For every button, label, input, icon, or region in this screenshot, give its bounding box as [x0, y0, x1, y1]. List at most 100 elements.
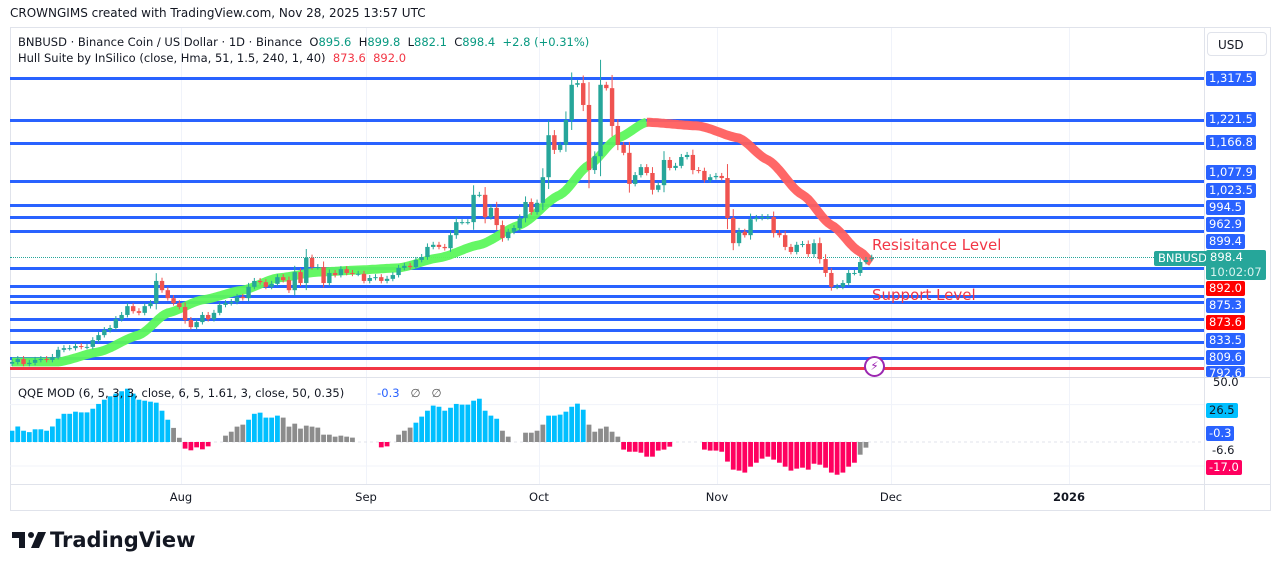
qqe-bar — [615, 436, 621, 442]
candle-body — [315, 267, 321, 269]
candle-body — [615, 125, 621, 145]
qqe-chart[interactable] — [10, 378, 1204, 484]
qqe-bar — [575, 403, 580, 442]
price-label: 994.5 — [1206, 200, 1245, 215]
price-label: 892.0 — [1206, 281, 1245, 296]
candle-body — [269, 283, 274, 287]
candle — [627, 141, 632, 193]
symbol-legend[interactable]: BNBUSD · Binance Coin / US Dollar · 1D ·… — [18, 35, 589, 49]
level-line[interactable] — [10, 204, 1204, 207]
candle-body — [592, 156, 597, 171]
candle-body — [38, 359, 44, 361]
resistance-label[interactable]: Resisitance Level — [872, 236, 1002, 254]
level-line[interactable] — [10, 285, 1204, 288]
qqe-bar — [788, 442, 794, 471]
qqe-bar — [321, 434, 326, 442]
time-tick-sep: Sep — [355, 490, 377, 504]
qqe-bar — [119, 391, 125, 442]
candle — [656, 182, 661, 193]
candle — [459, 219, 465, 225]
candle — [806, 240, 811, 257]
qqe-bar — [817, 442, 823, 465]
qqe-bar — [26, 432, 32, 442]
level-line[interactable] — [10, 357, 1204, 360]
level-line[interactable] — [10, 180, 1204, 183]
candle-body — [154, 280, 159, 304]
candle — [90, 337, 95, 350]
qqe-bar — [523, 432, 528, 442]
qqe-bar — [852, 442, 857, 463]
candle-body — [182, 306, 188, 320]
qqe-value-label: -0.3 — [1206, 426, 1235, 441]
candle — [552, 130, 557, 155]
tradingview-logo-icon — [12, 532, 46, 548]
grid-line — [717, 28, 718, 484]
candle — [557, 141, 563, 153]
qqe-bar — [471, 400, 476, 442]
qqe-bar — [194, 442, 200, 448]
qqe-bar — [200, 442, 205, 450]
qqe-bar — [621, 442, 627, 450]
candle — [269, 280, 274, 290]
candle — [834, 283, 840, 290]
qqe-bar — [719, 442, 725, 452]
lightning-event-icon[interactable]: ⚡ — [864, 356, 885, 377]
level-line[interactable] — [10, 341, 1204, 344]
time-tick-oct: Oct — [529, 490, 549, 504]
price-label: 875.3 — [1206, 298, 1245, 313]
candle — [275, 274, 280, 287]
candle — [257, 277, 263, 285]
qqe-bar — [580, 409, 586, 442]
qqe-bar — [707, 442, 713, 451]
candle — [719, 172, 724, 181]
candle — [107, 324, 113, 333]
tradingview-logo[interactable]: TradingView — [12, 528, 195, 552]
candle-body — [650, 173, 655, 190]
candle — [713, 172, 719, 180]
pane-separator[interactable] — [10, 377, 1271, 378]
qqe-legend[interactable]: QQE MOD (6, 5, 3, 3, close, 6, 5, 1.61, … — [18, 386, 442, 400]
candle — [707, 174, 713, 183]
qqe-bar — [136, 399, 142, 442]
level-line[interactable] — [10, 318, 1204, 321]
candle — [765, 214, 771, 220]
candle-body — [632, 175, 638, 184]
candle-body — [407, 265, 413, 268]
qqe-bar — [713, 442, 719, 451]
price-label: 1,317.5 — [1206, 71, 1256, 86]
candle — [863, 256, 869, 265]
candle — [748, 213, 753, 240]
candle — [817, 237, 822, 264]
candle — [471, 185, 476, 230]
qqe-bar — [332, 436, 338, 442]
level-line[interactable] — [10, 301, 1204, 304]
level-line[interactable] — [10, 267, 1204, 270]
level-line[interactable] — [10, 216, 1204, 219]
candle — [540, 168, 546, 210]
level-line[interactable] — [10, 329, 1204, 332]
qqe-low-label: -17.0 — [1206, 460, 1242, 475]
hull-legend[interactable]: Hull Suite by InSilico (close, Hma, 51, … — [18, 51, 406, 65]
candle — [350, 269, 355, 277]
qqe-bar — [84, 412, 90, 442]
close-label: C — [454, 35, 463, 49]
support-label[interactable]: Support Level — [872, 286, 976, 304]
level-line-red[interactable] — [10, 367, 1204, 370]
grid-line — [539, 28, 540, 484]
candle — [759, 214, 765, 221]
tradingview-logo-text: TradingView — [50, 528, 196, 552]
candle — [598, 59, 603, 177]
level-line[interactable] — [10, 230, 1204, 233]
currency-button[interactable]: USD — [1207, 32, 1267, 56]
candle-body — [563, 120, 569, 145]
level-line[interactable] — [10, 119, 1204, 122]
candle-body — [604, 84, 609, 89]
level-line[interactable] — [10, 295, 1204, 298]
level-line[interactable] — [10, 77, 1204, 80]
qqe-bar — [90, 408, 96, 442]
candle — [159, 277, 165, 293]
candle — [177, 300, 182, 310]
candle-body — [684, 154, 690, 158]
candle-body — [840, 283, 846, 287]
price-chart[interactable] — [10, 27, 1204, 377]
